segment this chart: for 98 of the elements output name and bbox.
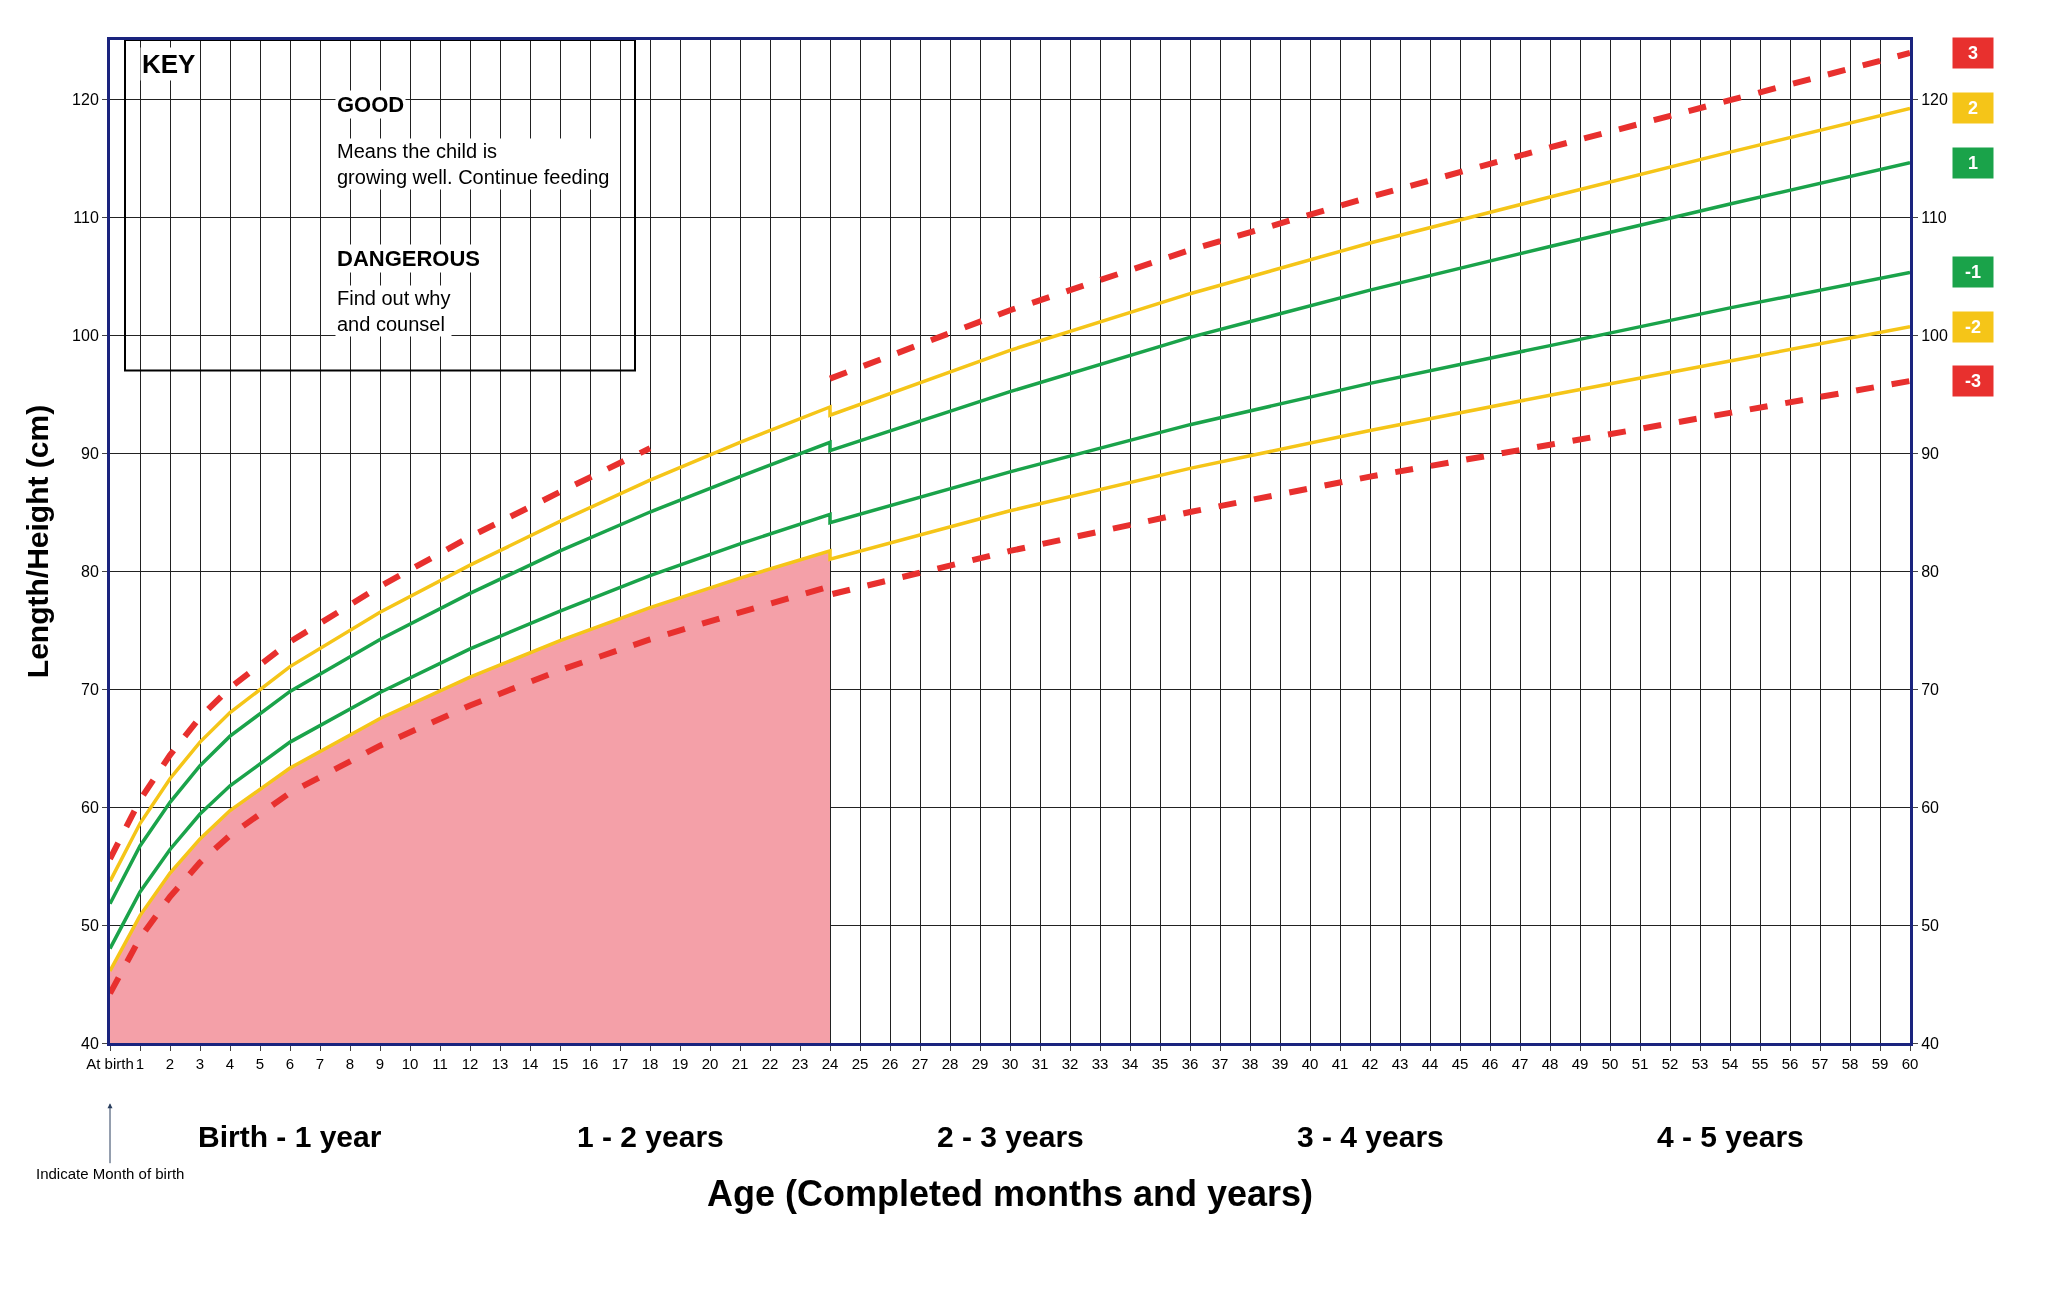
x-tick-label: 36	[1181, 1055, 1199, 1072]
text: Birth - 1 year	[198, 1120, 382, 1153]
x-tick-label: 43	[1391, 1055, 1409, 1072]
x-tick-label: 17	[611, 1055, 629, 1072]
x-tick-label: 49	[1571, 1055, 1589, 1072]
annotation: Means the child is growing well. Continue feeding	[337, 140, 610, 188]
x-tick-label: 30	[1001, 1055, 1019, 1072]
x-tick-label: 21	[731, 1055, 749, 1072]
text: -2	[1964, 317, 1982, 337]
x-tick-label: 14	[521, 1055, 539, 1072]
y-tick-label: 110	[73, 208, 99, 226]
x-tick-label: 25	[851, 1055, 869, 1072]
x-tick-label: 33	[1091, 1055, 1109, 1072]
x-tick-label: 54	[1721, 1055, 1739, 1072]
x-tick-label: 5	[255, 1055, 265, 1072]
y-tick-label: 120	[72, 90, 99, 108]
y2-tick-label: 100	[1921, 326, 1948, 344]
x-tick-label: 41	[1331, 1055, 1349, 1072]
x-tick-label: 45	[1451, 1055, 1469, 1072]
x-tick-label: 18	[641, 1055, 659, 1072]
x-tick-label: 6	[285, 1055, 295, 1072]
y2-tick-label: 120	[1921, 90, 1948, 108]
x-tick-label: 38	[1241, 1055, 1259, 1072]
x-tick-label: 51	[1631, 1055, 1649, 1072]
text: -3	[1964, 371, 1982, 391]
x-tick-label: 60	[1901, 1055, 1919, 1072]
x-tick-label: 50	[1601, 1055, 1619, 1072]
x-tick-label: 46	[1481, 1055, 1499, 1072]
x-tick-label: 35	[1151, 1055, 1169, 1072]
x-tick-label: 53	[1691, 1055, 1709, 1072]
y2-tick-label: 70	[1921, 680, 1940, 698]
y-tick-label: 80	[81, 562, 99, 580]
y-axis-title: Length/Height (cm)	[21, 404, 55, 679]
y-tick-label: 100	[72, 326, 99, 344]
x-tick-label: 44	[1421, 1055, 1439, 1072]
x-tick-label: 2	[165, 1055, 175, 1072]
x-tick-label: 24	[821, 1055, 839, 1072]
x-tick-label: 28	[941, 1055, 959, 1072]
x-tick-label: 9	[375, 1055, 385, 1072]
text: -1	[1964, 262, 1982, 282]
x-tick-label: 8	[345, 1055, 355, 1072]
x-tick-label: 47	[1511, 1055, 1529, 1072]
annotation: GOOD	[337, 92, 405, 117]
text: 3	[1967, 43, 1979, 63]
x-axis-title: Age (Completed months and years)	[706, 1172, 1314, 1214]
x-tick-label: 11	[432, 1055, 448, 1072]
x-tick-label: 20	[701, 1055, 719, 1072]
x-tick-label: 7	[315, 1055, 325, 1072]
y-tick-label: 40	[81, 1034, 99, 1052]
x-tick-label: 26	[881, 1055, 899, 1072]
text: 2 - 3 years	[937, 1120, 1084, 1153]
annotation: DANGEROUS	[337, 246, 481, 271]
y2-tick-label: 60	[1921, 798, 1940, 816]
text: 4 - 5 years	[1657, 1120, 1804, 1153]
x-tick-label: At birth	[86, 1055, 134, 1072]
x-tick-label: 52	[1661, 1055, 1679, 1072]
x-tick-label: 23	[791, 1055, 809, 1072]
y-tick-label: 50	[81, 916, 99, 934]
y2-tick-label: 40	[1921, 1034, 1940, 1052]
text: 1	[1967, 153, 1979, 173]
x-tick-label: 13	[491, 1055, 509, 1072]
y-tick-label: 60	[81, 798, 99, 816]
x-tick-label: 12	[461, 1055, 479, 1072]
x-tick-label: 34	[1121, 1055, 1139, 1072]
x-tick-label: 42	[1361, 1055, 1379, 1072]
x-tick-label: 32	[1061, 1055, 1079, 1072]
x-tick-label: 39	[1271, 1055, 1289, 1072]
x-tick-label: 59	[1871, 1055, 1889, 1072]
y2-tick-label: 50	[1921, 916, 1940, 934]
y2-tick-label: 80	[1921, 562, 1940, 580]
text: 1 - 2 years	[577, 1120, 724, 1153]
x-tick-label: 19	[671, 1055, 689, 1072]
x-tick-label: 15	[551, 1055, 569, 1072]
text: 3 - 4 years	[1297, 1120, 1444, 1153]
x-tick-label: 3	[195, 1055, 205, 1072]
x-tick-label: 48	[1541, 1055, 1559, 1072]
y-tick-label: 90	[81, 444, 99, 462]
y2-tick-label: 90	[1921, 444, 1940, 462]
annotation: KEY	[142, 49, 196, 79]
x-tick-label: 55	[1751, 1055, 1769, 1072]
x-tick-label: 29	[971, 1055, 989, 1072]
x-tick-label: 4	[225, 1055, 235, 1072]
text: 2	[1967, 98, 1979, 118]
text: Indicate Month of birth	[36, 1165, 185, 1182]
x-tick-label: 27	[911, 1055, 929, 1072]
y-tick-label: 70	[81, 680, 99, 698]
x-tick-label: 16	[581, 1055, 599, 1072]
y2-tick-label: 110	[1921, 208, 1947, 226]
x-tick-label: 10	[401, 1055, 419, 1072]
x-tick-label: 56	[1781, 1055, 1799, 1072]
x-tick-label: 22	[761, 1055, 779, 1072]
annotation: Find out why and counsel	[337, 287, 451, 335]
x-tick-label: 57	[1811, 1055, 1829, 1072]
x-tick-label: 58	[1841, 1055, 1859, 1072]
x-tick-label: 1	[135, 1055, 145, 1072]
x-tick-label: 40	[1301, 1055, 1319, 1072]
x-tick-label: 37	[1211, 1055, 1229, 1072]
x-tick-label: 31	[1031, 1055, 1049, 1072]
